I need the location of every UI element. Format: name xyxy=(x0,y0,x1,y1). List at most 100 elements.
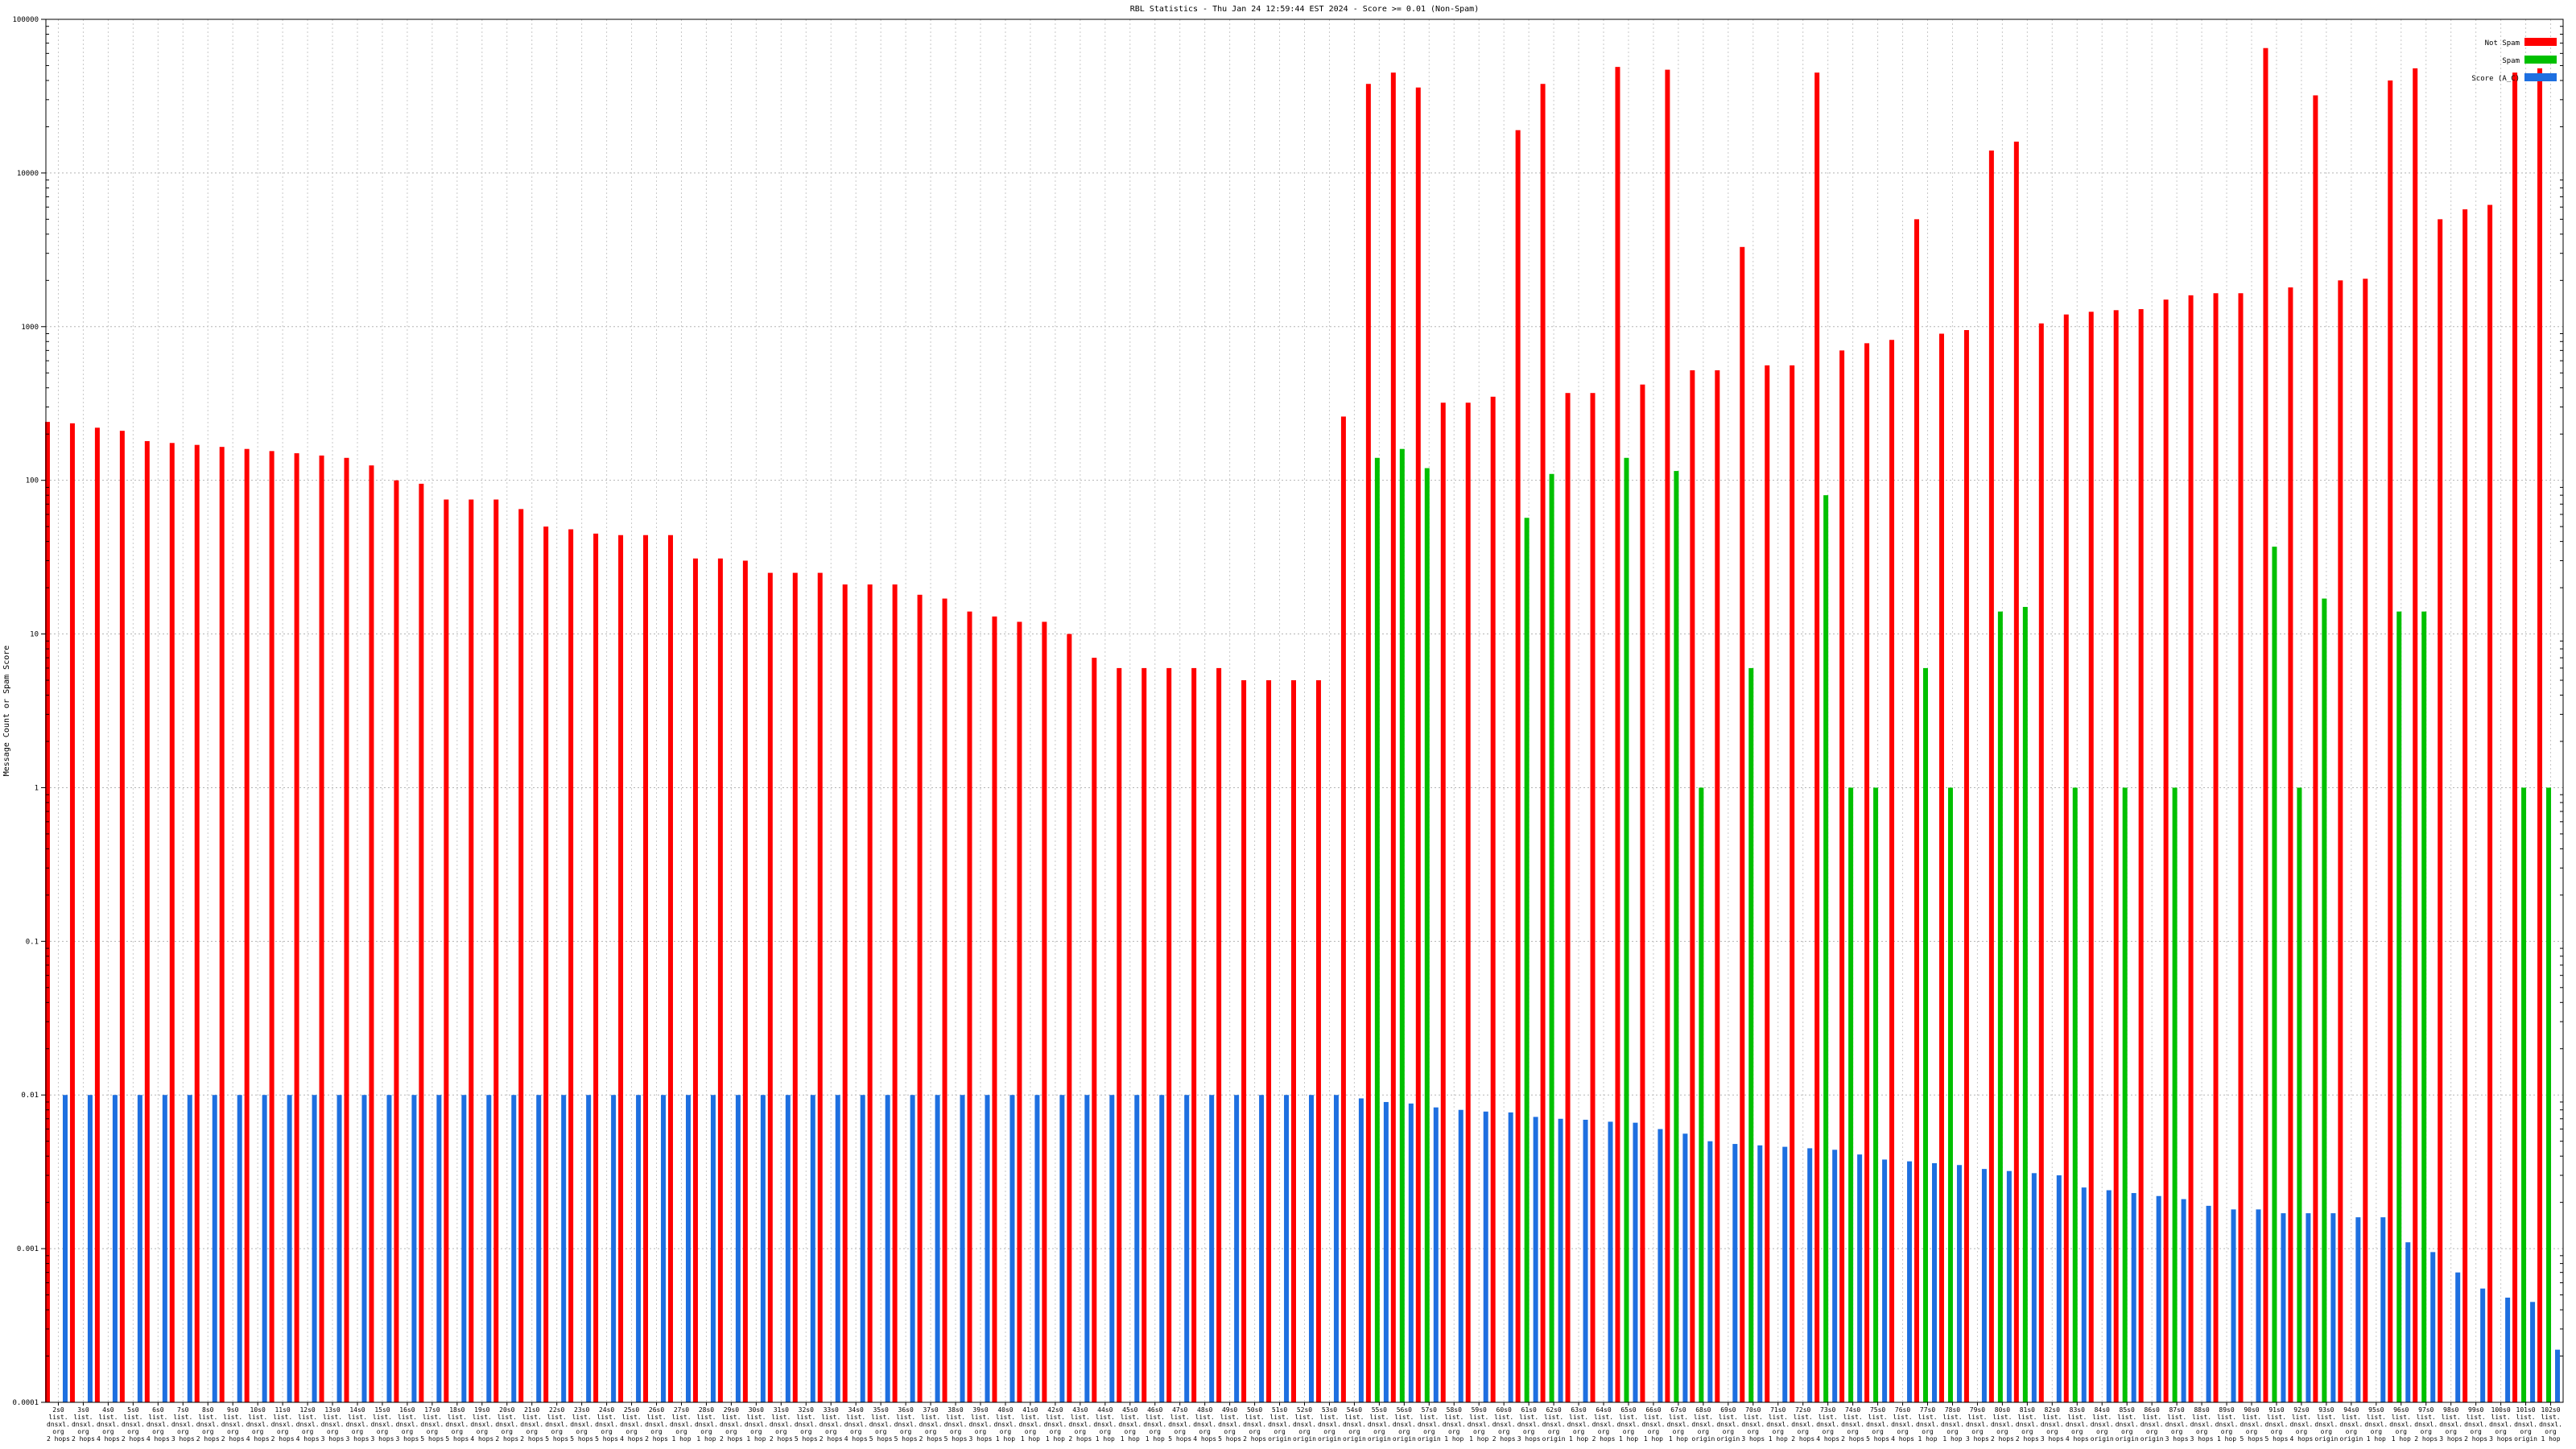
bar-not-spam-44 xyxy=(1117,667,1122,1402)
x-tick-label: dnsxl. xyxy=(595,1421,618,1428)
x-tick-label: 2 hops xyxy=(520,1435,543,1443)
x-tick-label: 1 hop xyxy=(1121,1435,1140,1443)
x-tick-label: list. xyxy=(2516,1414,2536,1421)
x-tick-label: 8s0 xyxy=(202,1406,214,1414)
x-tick-label: dnsxl. xyxy=(2289,1421,2313,1428)
legend-swatch-3 xyxy=(2524,73,2557,81)
x-tick-label: list. xyxy=(448,1414,467,1421)
bar-score-a-c--27 xyxy=(710,1095,716,1402)
x-tick-label: list. xyxy=(1369,1414,1389,1421)
bar-spam-76 xyxy=(1923,667,1929,1402)
x-tick-label: list. xyxy=(1744,1414,1763,1421)
x-tick-label: list. xyxy=(1942,1414,1962,1421)
x-tick-label: 4 hops xyxy=(620,1435,643,1443)
bar-not-spam-36 xyxy=(917,594,923,1402)
x-tick-label: list. xyxy=(1021,1414,1040,1421)
x-tick-label: dnsxl. xyxy=(1418,1421,1441,1428)
x-tick-label: dnsxl. xyxy=(2265,1421,2289,1428)
bar-not-spam-58 xyxy=(1465,402,1471,1402)
x-tick-label: 75s0 xyxy=(1870,1406,1885,1414)
x-tick-label: 99s0 xyxy=(2468,1406,2483,1414)
bar-not-spam-48 xyxy=(1216,667,1222,1402)
bar-score-a-c--13 xyxy=(361,1095,367,1402)
x-tick-label: dnsxl. xyxy=(695,1421,718,1428)
x-tick-label: org xyxy=(1348,1428,1360,1435)
x-tick-label: 1 hop xyxy=(1444,1435,1463,1443)
bar-score-a-c--100 xyxy=(2530,1302,2536,1402)
x-tick-label: list. xyxy=(398,1414,417,1421)
x-tick-label: 2 hops xyxy=(221,1435,245,1443)
x-tick-label: list. xyxy=(1469,1414,1488,1421)
x-tick-label: dnsxl. xyxy=(1218,1421,1241,1428)
x-tick-label: list. xyxy=(1519,1414,1538,1421)
bar-not-spam-84 xyxy=(2113,310,2119,1402)
bar-spam-96 xyxy=(2421,611,2427,1402)
bar-not-spam-100 xyxy=(2512,72,2518,1402)
x-tick-label: org xyxy=(277,1428,289,1435)
x-tick-label: 3 hops xyxy=(321,1435,345,1443)
x-tick-label: org xyxy=(1946,1428,1959,1435)
bar-score-a-c--31 xyxy=(810,1095,815,1402)
x-tick-label: dnsxl. xyxy=(869,1421,893,1428)
x-tick-label: 52s0 xyxy=(1297,1406,1312,1414)
x-tick-label: 31s0 xyxy=(774,1406,789,1414)
x-tick-label: org xyxy=(675,1428,687,1435)
bar-not-spam-27 xyxy=(692,558,698,1403)
x-tick-label: dnsxl. xyxy=(470,1421,493,1428)
x-tick-label: dnsxl. xyxy=(2041,1421,2064,1428)
y-tick-label: 1 xyxy=(35,784,39,792)
bar-spam-92 xyxy=(2322,598,2327,1402)
x-tick-label: 47s0 xyxy=(1172,1406,1187,1414)
x-tick-label: org xyxy=(1199,1428,1211,1435)
x-tick-label: 25s0 xyxy=(624,1406,639,1414)
bar-not-spam-35 xyxy=(892,584,898,1402)
x-tick-label: org xyxy=(825,1428,837,1435)
bar-not-spam-90 xyxy=(2263,47,2268,1402)
x-tick-label: dnsxl. xyxy=(2389,1421,2413,1428)
x-tick-label: list. xyxy=(671,1414,691,1421)
bar-not-spam-51 xyxy=(1291,680,1296,1402)
x-tick-label: list. xyxy=(547,1414,567,1421)
x-tick-label: origin xyxy=(2314,1435,2338,1443)
x-tick-label: 44s0 xyxy=(1097,1406,1113,1414)
x-tick-label: 80s0 xyxy=(1995,1406,2010,1414)
x-tick-label: 4 hops xyxy=(470,1435,493,1443)
x-tick-label: org xyxy=(477,1428,489,1435)
axes: 0.0001 0.001 0.01 0.1 1 10 100 1000 10000 100000 2… xyxy=(12,16,2564,1443)
bar-score-a-c--68 xyxy=(1732,1144,1738,1402)
x-tick-label: 3 hops xyxy=(1741,1435,1765,1443)
x-tick-label: org xyxy=(1025,1428,1037,1435)
x-tick-label: 2 hops xyxy=(1841,1435,1864,1443)
x-tick-label: org xyxy=(1648,1428,1660,1435)
x-tick-label: list. xyxy=(273,1414,292,1421)
x-tick-label: org xyxy=(1150,1428,1162,1435)
bar-not-spam-95 xyxy=(2388,80,2393,1403)
x-tick-label: 5 hops xyxy=(795,1435,818,1443)
bar-score-a-c--98 xyxy=(2480,1288,2486,1402)
x-tick-label: 1 hop xyxy=(1569,1435,1588,1443)
x-tick-label: 5 hops xyxy=(944,1435,968,1443)
x-tick-label: 16s0 xyxy=(399,1406,415,1414)
bar-not-spam-34 xyxy=(867,584,873,1402)
bar-not-spam-63 xyxy=(1590,393,1596,1403)
x-tick-label: 1 hop xyxy=(1619,1435,1638,1443)
bar-score-a-c--80 xyxy=(2031,1173,2037,1402)
y-tick-label: 100000 xyxy=(12,16,39,24)
bar-spam-91 xyxy=(2297,787,2302,1402)
x-tick-label: org xyxy=(2221,1428,2233,1435)
x-tick-label: 46s0 xyxy=(1147,1406,1162,1414)
x-tick-label: 34s0 xyxy=(848,1406,864,1414)
x-tick-label: dnsxl. xyxy=(271,1421,295,1428)
x-tick-label: 57s0 xyxy=(1422,1406,1437,1414)
x-tick-label: 56s0 xyxy=(1397,1406,1412,1414)
bar-not-spam-81 xyxy=(2038,323,2044,1403)
x-tick-label: list. xyxy=(2442,1414,2461,1421)
bar-not-spam-66 xyxy=(1665,69,1670,1402)
bar-score-a-c--87 xyxy=(2206,1205,2211,1402)
x-tick-label: org xyxy=(551,1428,563,1435)
bar-score-a-c--83 xyxy=(2106,1190,2112,1402)
x-tick-label: org xyxy=(1598,1428,1610,1435)
x-tick-label: 70s0 xyxy=(1745,1406,1761,1414)
x-tick-label: 2 hops xyxy=(495,1435,518,1443)
x-tick-label: origin xyxy=(2339,1435,2363,1443)
